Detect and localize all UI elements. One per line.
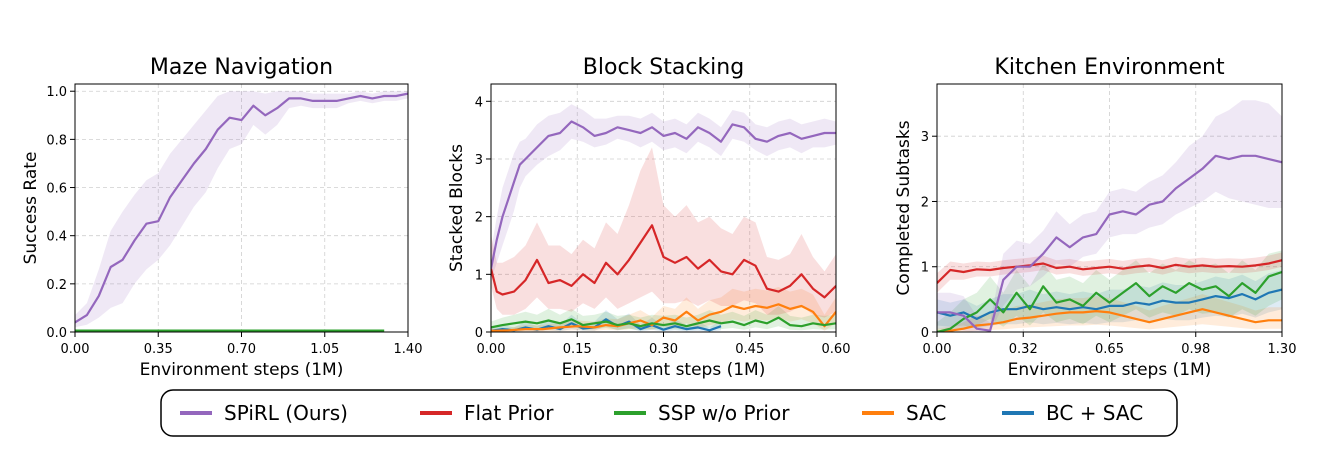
y-tick-label: 0.6 xyxy=(46,182,67,197)
y-axis-label: Stacked Blocks xyxy=(447,144,467,272)
x-tick-label: 0.65 xyxy=(1095,342,1124,357)
x-tick-label: 0.32 xyxy=(1009,342,1038,357)
x-axis-label: Environment steps (1M) xyxy=(562,360,766,380)
x-tick-label: 0.70 xyxy=(227,342,256,357)
legend-label-spirl-ours: SPiRL (Ours) xyxy=(224,401,348,425)
legend: SPiRL (Ours) Flat Prior SSP w/o Prior SAC BC… xyxy=(160,389,1178,437)
x-tick-label: 1.30 xyxy=(1268,342,1297,357)
x-axis-label: Environment steps (1M) xyxy=(140,360,344,380)
series-line-spirl-ours- xyxy=(491,120,836,269)
x-tick-label: 0.30 xyxy=(649,342,678,357)
series-line-sac xyxy=(491,303,836,332)
y-tick-label: 0.0 xyxy=(46,326,67,341)
y-tick-label: 3 xyxy=(921,130,929,145)
series-band-spirl-ours- xyxy=(491,104,836,281)
x-axis-label: Environment steps (1M) xyxy=(1008,360,1212,380)
chart-title: Maze Navigation xyxy=(150,55,333,80)
y-tick-label: 1 xyxy=(475,268,483,283)
legend-label-bc-sac: BC + SAC xyxy=(1046,401,1143,425)
y-tick-label: 0.2 xyxy=(46,278,67,293)
y-tick-label: 3 xyxy=(475,153,483,168)
chart-title: Block Stacking xyxy=(583,55,744,80)
x-tick-label: 0.45 xyxy=(735,342,764,357)
plot-area xyxy=(491,104,836,332)
series-band-bc-sac xyxy=(937,270,1282,329)
x-tick-label: 1.05 xyxy=(310,342,339,357)
x-tick-label: 0.98 xyxy=(1181,342,1210,357)
legend-label-ssp-w-o-prior: SSP w/o Prior xyxy=(658,401,790,425)
legend-label-sac: SAC xyxy=(906,401,946,425)
legend-label-flat-prior: Flat Prior xyxy=(464,401,554,425)
plot-area xyxy=(75,91,408,332)
x-tick-label: 0.15 xyxy=(563,342,592,357)
x-tick-label: 0.00 xyxy=(61,342,90,357)
series-band-flat-prior xyxy=(937,252,1282,293)
y-tick-label: 0.4 xyxy=(46,230,67,245)
plot-area xyxy=(937,100,1282,332)
series-band-spirl-ours- xyxy=(75,91,408,328)
y-tick-label: 1.0 xyxy=(46,85,67,100)
y-tick-label: 4 xyxy=(475,95,483,110)
y-tick-label: 0 xyxy=(921,326,929,341)
y-tick-label: 2 xyxy=(475,211,483,226)
series-line-sac xyxy=(937,308,1282,332)
series-line-ssp-w-o-prior xyxy=(937,270,1282,332)
series-line-flat-prior xyxy=(937,259,1282,284)
series-line-spirl-ours- xyxy=(75,92,408,324)
series-line-flat-prior xyxy=(491,224,836,299)
y-axis-label: Success Rate xyxy=(21,152,41,265)
y-tick-label: 0.8 xyxy=(46,133,67,148)
chart-panel-0: 0.00 0.35 0.70 1.05 1.40 0.0 0.2 0.4 0.6 0.8 1.0 Ma… xyxy=(21,55,422,380)
chart-panel-2: 0.00 0.32 0.65 0.98 1.30 0 1 2 3 Kitchen Environm… xyxy=(894,55,1296,380)
chart-panel-1: 0.00 0.15 0.30 0.45 0.60 0 1 2 3 4 Block Stacking E… xyxy=(447,55,850,380)
y-tick-label: 1 xyxy=(921,261,929,276)
y-axis-label: Completed Subtasks xyxy=(894,120,914,295)
series-band-ssp-w-o-prior xyxy=(937,250,1282,332)
x-tick-label: 0.60 xyxy=(822,342,851,357)
x-tick-label: 0.00 xyxy=(923,342,952,357)
x-tick-label: 1.40 xyxy=(394,342,423,357)
legend-box xyxy=(160,389,1178,437)
y-tick-label: 0 xyxy=(475,326,483,341)
series-line-spirl-ours- xyxy=(937,154,1282,332)
series-band-sac xyxy=(491,287,836,332)
y-tick-label: 2 xyxy=(921,195,929,210)
x-tick-label: 0.00 xyxy=(477,342,506,357)
series-line-ssp-w-o-prior xyxy=(491,316,836,329)
x-tick-label: 0.35 xyxy=(144,342,173,357)
series-band-flat-prior xyxy=(491,147,836,318)
chart-title: Kitchen Environment xyxy=(994,55,1225,80)
